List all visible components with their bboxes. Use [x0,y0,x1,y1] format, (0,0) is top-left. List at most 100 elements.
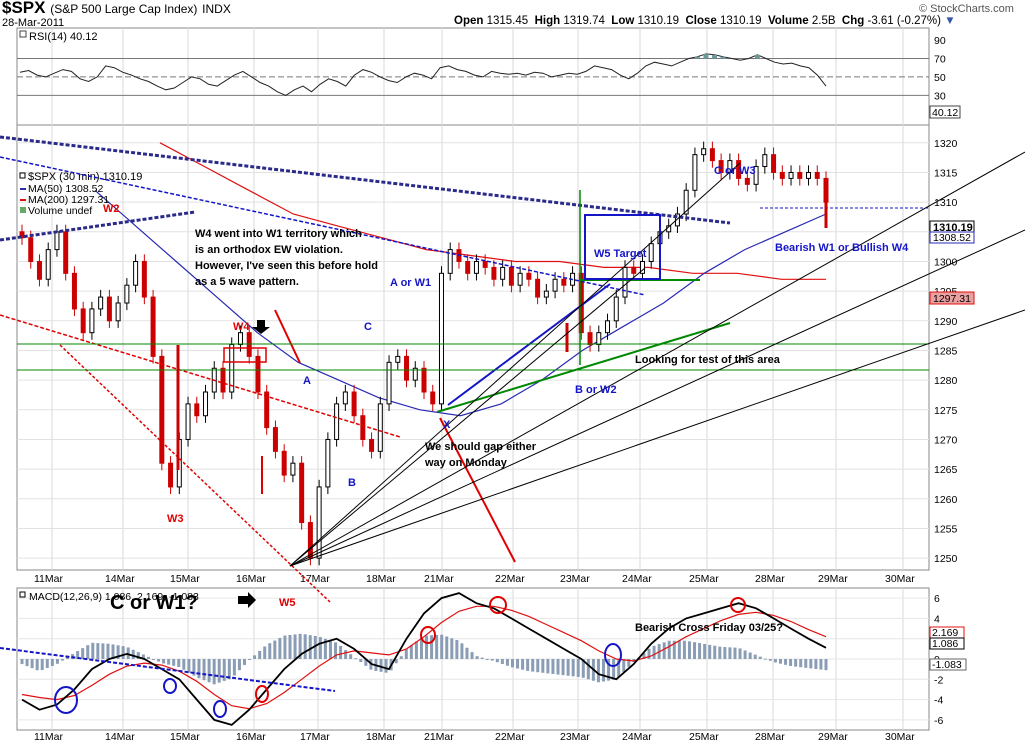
price-axis-ticks: 1320131513101305130012951290128512801275… [934,138,958,565]
legend-main: $SPX (30 min) 1310.19 [28,171,142,183]
x-tick-label: 21Mar [424,731,454,743]
candle-body [194,403,200,417]
index-name: (S&P 500 Large Cap Index) [50,2,198,16]
candle-body [552,278,558,292]
chart-date: 28-Mar-2011 [2,17,65,29]
macd-histogram-bar [35,659,39,671]
svg-text:-1.083: -1.083 [932,659,962,671]
candle-body [814,171,820,179]
rsi-tick: 70 [934,53,946,65]
macd-histogram-bar [86,645,90,659]
macd-histogram-bar [571,659,575,677]
note-line-4: as a 5 wave pattern. [195,276,299,288]
candle-body [543,290,549,298]
macd-histogram-bar [460,643,464,659]
x-tick-label: 24Mar [622,731,652,743]
macd-histogram-bar [126,647,130,659]
macd-histogram-bar [693,642,697,659]
candle-body [526,272,532,280]
x-axis-labels-price: 11Mar 14Mar 15Mar 16Mar 17Mar 18Mar 21Mar 22Mar… [34,573,915,585]
candle-body [369,438,375,452]
macd-histogram-bar [384,659,388,673]
macd-histogram-bar [728,647,732,659]
candle-body [159,355,165,464]
macd-tick: -4 [934,695,943,707]
macd-histogram-bar [268,643,272,659]
macd-histogram-bar [778,659,782,664]
candle-body [797,171,803,179]
macd-tags: 2.169 1.086 -1.083 [929,626,967,671]
macd-histogram-bar [40,659,44,671]
candle-body [342,391,348,405]
macd-histogram-bar [647,648,651,659]
candle-body [246,332,252,357]
label-w5-target: W5 Target [594,248,647,260]
macd-histogram-bar [566,659,570,676]
candle-body [264,391,270,429]
macd-histogram-bar [495,659,499,663]
x-tick-label: 29Mar [818,731,848,743]
macd-histogram-bar [303,634,307,659]
macd-histogram-bar [738,648,742,659]
macd-histogram-bar [586,659,590,680]
chg-value: -3.61 (-0.27%) [867,15,941,27]
macd-histogram-bar [404,649,408,659]
x-tick-label: 30Mar [885,573,915,585]
candle-body [447,249,453,274]
candle-body [19,231,25,239]
macd-histogram-bar [789,659,793,666]
macd-histogram-bar [490,659,494,661]
macd-tick: 6 [934,593,940,605]
macd-histogram-bar [485,659,489,660]
x-tick-label: 15Mar [170,573,200,585]
macd-histogram-bar [536,659,540,673]
macd-histogram-bar [45,659,49,669]
macd-histogram-bar [602,659,606,682]
macd-histogram-bar [667,640,671,659]
price-legend: $SPX (30 min) 1310.19 MA(50) 1308.52 MA(… [19,171,142,217]
candle-body [622,266,628,298]
candle-body [412,367,418,381]
macd-histogram-bar [328,640,332,659]
candle-body [203,391,209,417]
label-a: A [303,375,311,387]
macd-histogram-bar [768,659,772,661]
label-gap-2: way on Monday [424,457,508,469]
macd-histogram-bar [409,645,413,659]
macd-histogram-bar [339,645,343,659]
candle-body [115,302,121,322]
candle-body [561,278,567,286]
ma50-tag [929,231,975,244]
x-tick-label: 14Mar [105,573,135,585]
macd-histogram-bar [394,659,398,664]
candle-body [788,171,794,179]
candle-body [325,438,331,488]
candle-body [508,266,514,286]
macd-histogram-bar [465,647,469,659]
label-c: C [364,321,372,333]
candle-body [473,260,479,274]
macd-histogram-bar [151,659,155,660]
ma50-line [94,189,827,417]
trendline-annotations [0,135,1025,603]
macd-histogram-bar [288,634,292,659]
macd-histogram-bar [414,641,418,659]
candle-body [779,171,785,179]
macd-histogram-bar [141,654,145,659]
candle-body [351,391,357,417]
macd-histogram-bar [480,657,484,659]
macd-histogram-bar [308,635,312,659]
dropdown-arrow-icon[interactable]: ▼ [944,15,956,27]
ma200-tag [929,291,975,305]
candle-body [421,367,427,393]
macd-histogram-bar [753,654,757,659]
svg-text:2.169: 2.169 [932,627,958,639]
candle-body [753,166,759,185]
macd-histogram-bar [430,635,434,659]
x-tick-label: 28Mar [755,731,785,743]
x-tick-label: 16Mar [236,731,266,743]
x-tick-label: 17Mar [300,731,330,743]
label-w3: W3 [167,513,184,525]
macd-histogram-bar [703,643,707,659]
